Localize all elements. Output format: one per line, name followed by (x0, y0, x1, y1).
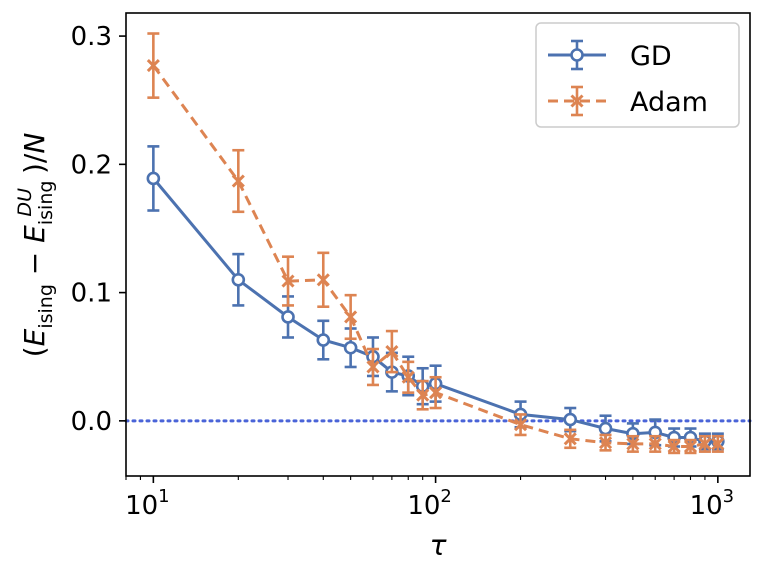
marker-stroke (429, 386, 443, 400)
data-point-adam (667, 439, 681, 454)
data-point-adam (711, 437, 725, 451)
legend: GD Adam (535, 22, 740, 128)
legend-label: Adam (630, 87, 708, 118)
data-point-adam (401, 370, 415, 384)
marker-stroke (698, 437, 712, 451)
marker-stroke (366, 360, 380, 374)
marker-stroke (231, 174, 245, 188)
data-point-adam (366, 360, 380, 374)
y-tick-label: 0.1 (71, 279, 112, 309)
data-point-adam (231, 174, 245, 188)
data-point-gd (231, 272, 246, 287)
data-point-gd (281, 310, 295, 324)
data-point-adam (344, 310, 358, 324)
x-tick-label: 101 (125, 486, 170, 521)
data-point-gd (598, 421, 613, 436)
series-adam (146, 32, 725, 455)
data-point-adam (598, 436, 613, 450)
y-tick-label: 0.2 (71, 150, 112, 180)
data-point-gd (563, 412, 578, 427)
legend-item-gd: GD (548, 39, 672, 72)
marker-stroke (563, 432, 577, 446)
data-point-adam (416, 388, 430, 402)
marker-stroke (711, 437, 725, 451)
marker-stroke (385, 345, 399, 359)
y-axis: 0.0 0.1 0.2 0.3 (71, 22, 126, 437)
data-point-adam (385, 345, 399, 359)
marker-stroke (570, 94, 584, 108)
data-point-adam (698, 437, 712, 451)
legend-item-adam: Adam (548, 85, 708, 118)
data-point-adam (429, 386, 443, 400)
data-point-adam (683, 439, 698, 454)
data-point-gd (343, 340, 358, 355)
x-axis: 101 102 103 (125, 476, 734, 521)
marker-stroke (626, 437, 640, 451)
y-tick-label: 0.3 (71, 22, 112, 52)
marker-stroke (401, 370, 415, 384)
data-point-adam (513, 418, 528, 432)
data-point-adam (563, 432, 577, 446)
svg-text:(Eising − EisingDU)/N: (Eising − EisingDU)/N (14, 133, 57, 358)
x-tick-label: 103 (690, 486, 735, 521)
marker-stroke (648, 437, 662, 451)
data-point-adam (281, 274, 295, 288)
legend-label: GD (630, 41, 672, 72)
marker-stroke (667, 439, 681, 454)
marker-stroke (513, 418, 528, 432)
x-axis-label: τ (430, 529, 447, 562)
marker-stroke (146, 59, 160, 73)
y-axis-label: (Eising − EisingDU)/N (14, 133, 57, 358)
series-layer (146, 32, 725, 455)
marker-stroke (344, 310, 358, 324)
data-point-gd (316, 333, 331, 347)
marker-stroke (683, 439, 698, 454)
data-point-gd (146, 171, 161, 186)
plot-frame (125, 12, 751, 477)
data-point-adam (316, 273, 330, 287)
legend-marker (570, 94, 584, 108)
marker-stroke (281, 274, 295, 288)
data-point-adam (648, 437, 662, 451)
x-tick-label: 102 (407, 486, 452, 521)
data-point-adam (146, 59, 160, 73)
marker-stroke (598, 436, 613, 450)
marker-stroke (316, 273, 330, 287)
legend-marker (570, 48, 584, 62)
marker-stroke (416, 388, 430, 402)
data-point-adam (626, 437, 640, 451)
y-tick-label: 0.0 (71, 407, 112, 437)
